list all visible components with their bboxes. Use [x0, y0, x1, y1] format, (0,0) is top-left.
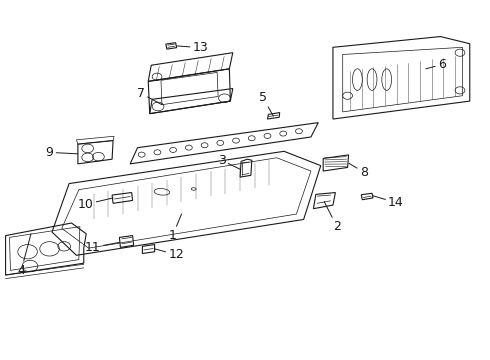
- Text: 11: 11: [85, 241, 120, 254]
- Text: 9: 9: [46, 146, 78, 159]
- Text: 8: 8: [348, 163, 368, 179]
- Text: 3: 3: [218, 154, 240, 169]
- Text: 12: 12: [155, 248, 184, 261]
- Text: 5: 5: [259, 91, 273, 116]
- Text: 4: 4: [17, 234, 31, 277]
- Text: 14: 14: [373, 196, 404, 209]
- Text: 13: 13: [176, 41, 208, 54]
- Text: 1: 1: [169, 214, 181, 242]
- Text: 10: 10: [77, 198, 113, 211]
- Text: 6: 6: [426, 58, 446, 71]
- Text: 7: 7: [137, 87, 162, 105]
- Text: 2: 2: [324, 202, 341, 233]
